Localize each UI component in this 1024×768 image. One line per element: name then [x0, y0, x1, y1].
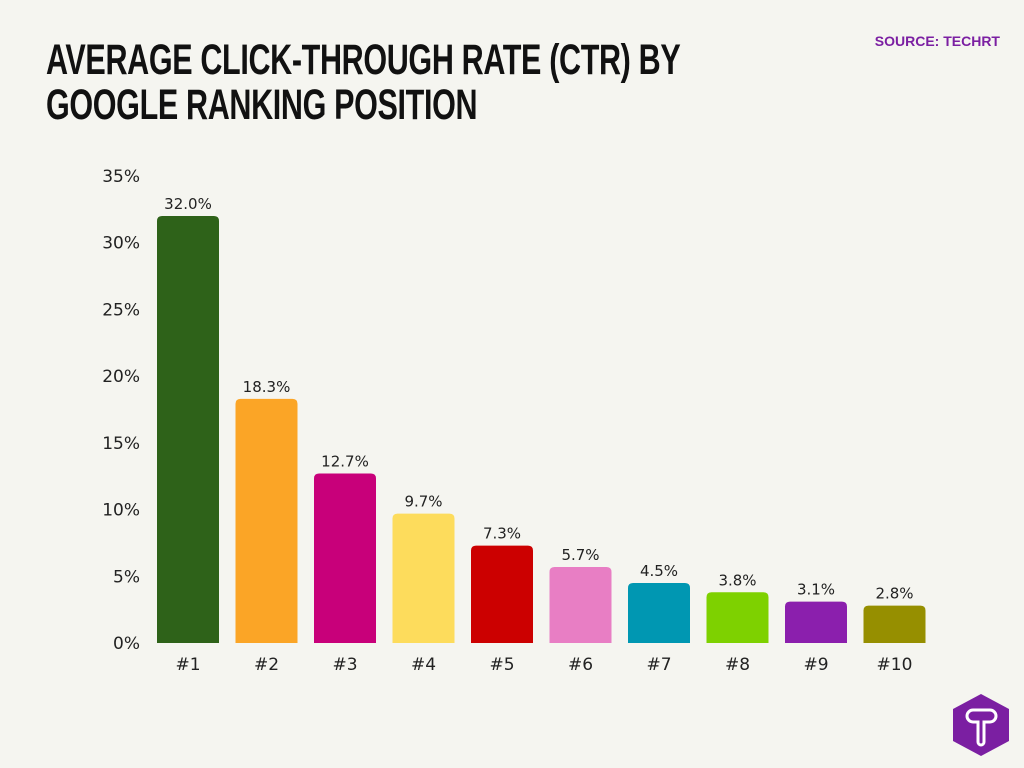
bar-1: [157, 216, 219, 643]
data-label: 3.8%: [718, 571, 756, 589]
x-tick-label: #4: [411, 655, 436, 675]
x-tick-label: #8: [725, 655, 750, 675]
bar-2: [235, 398, 298, 643]
title-line-1: AVERAGE CLICK-THROUGH RATE (CTR) BY: [46, 36, 681, 84]
bar-4: [392, 513, 455, 643]
bar-3: [314, 473, 376, 643]
bar-5: [471, 545, 533, 643]
data-label: 12.7%: [321, 453, 369, 471]
data-label: 7.3%: [483, 525, 521, 543]
bar-8: [706, 592, 769, 643]
y-tick-label: 5%: [113, 567, 140, 587]
y-tick-label: 30%: [102, 234, 140, 254]
y-tick-label: 15%: [102, 434, 140, 454]
title-line-2: GOOGLE RANKING POSITION: [46, 81, 478, 129]
bar-6: [549, 566, 612, 643]
x-tick-label: #5: [489, 655, 514, 675]
data-label: 32.0%: [164, 195, 212, 213]
data-label: 3.1%: [797, 581, 835, 599]
bar-7: [628, 582, 690, 643]
x-tick-label: #7: [646, 655, 671, 675]
chart-title: AVERAGE CLICK-THROUGH RATE (CTR) BY GOOG…: [46, 38, 742, 128]
x-tick-label: #1: [175, 655, 200, 675]
y-tick-label: 20%: [102, 367, 140, 387]
x-tick-label: #9: [803, 655, 828, 675]
source-label: SOURCE: TECHRT: [874, 33, 1000, 49]
x-tick-label: #10: [877, 655, 913, 675]
techrt-logo-icon: [953, 694, 1009, 756]
y-tick-label: 0%: [113, 634, 140, 654]
y-tick-label: 25%: [102, 300, 140, 320]
y-tick-label: 10%: [102, 501, 140, 521]
bar-10: [863, 605, 926, 643]
y-tick-label: 35%: [102, 167, 140, 187]
data-label: 18.3%: [243, 378, 291, 396]
data-label: 9.7%: [404, 493, 442, 511]
x-tick-label: #2: [254, 655, 279, 675]
x-tick-label: #6: [568, 655, 593, 675]
x-tick-label: #3: [332, 655, 357, 675]
data-label: 2.8%: [875, 585, 913, 603]
data-label: 4.5%: [640, 562, 678, 580]
data-label: 5.7%: [561, 546, 599, 564]
bar-9: [785, 601, 847, 643]
